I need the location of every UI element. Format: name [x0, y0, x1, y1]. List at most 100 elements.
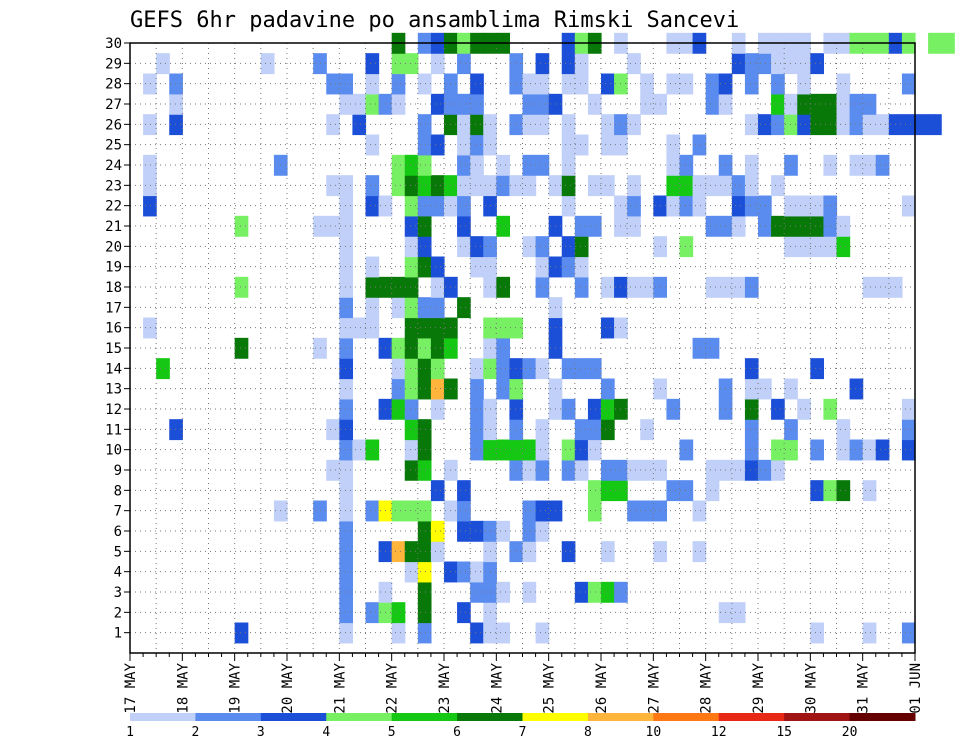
heatmap-cell [810, 93, 825, 115]
heatmap-cell [391, 358, 406, 380]
colorbar-swatch [260, 713, 327, 721]
heatmap-cell [430, 297, 445, 319]
heatmap-cell [535, 500, 550, 522]
heatmap-cell [522, 541, 537, 563]
heatmap-cell [574, 276, 589, 298]
y-tick-label: 13 [105, 382, 122, 398]
heatmap-cell [404, 337, 419, 359]
heatmap-cell [587, 215, 602, 237]
heatmap-cell [156, 358, 170, 380]
heatmap-cell [601, 114, 615, 136]
heatmap-cell [522, 500, 537, 522]
heatmap-cell [234, 622, 249, 644]
heatmap-cell [430, 378, 445, 400]
heatmap-cell [326, 175, 340, 197]
y-axis-ticks: 1234567891011121314151617181920212223242… [105, 36, 130, 642]
heatmap-cell [797, 114, 811, 136]
heatmap-cell [810, 53, 825, 75]
heatmap-cell [470, 419, 484, 441]
heatmap-cell [810, 114, 825, 136]
heatmap-cell [731, 53, 746, 75]
heatmap-cell [470, 561, 484, 583]
heatmap-cell [417, 541, 432, 563]
heatmap-cell [404, 500, 419, 522]
heatmap-cell [574, 134, 589, 156]
colorbar-swatch [849, 713, 916, 721]
heatmap-cell [404, 297, 419, 319]
colorbar-label: 2 [192, 725, 200, 740]
heatmap-cell [496, 175, 511, 197]
heatmap-cell [143, 73, 157, 95]
x-tick-label: 18 MAY [175, 662, 191, 713]
heatmap-cell [810, 439, 825, 461]
heatmap-cell [640, 93, 654, 115]
heatmap-cell [535, 236, 550, 258]
heatmap-cell [758, 459, 772, 481]
heatmap-cell [627, 459, 641, 481]
heatmap-cell [365, 297, 380, 319]
heatmap-cell [457, 297, 471, 319]
heatmap-cell [535, 276, 550, 298]
heatmap-cell [561, 154, 576, 176]
heatmap-cell [810, 215, 825, 237]
heatmap-cell [601, 541, 615, 563]
heatmap-cell [744, 114, 759, 136]
heatmap-cell [430, 358, 445, 380]
heatmap-cell [561, 541, 576, 563]
colorbar-swatch [522, 713, 589, 721]
y-tick-label: 17 [105, 300, 122, 316]
heatmap-cell [758, 195, 772, 217]
heatmap-cell [391, 93, 406, 115]
heatmap-cell [758, 53, 772, 75]
heatmap-cell [587, 439, 602, 461]
heatmap-cell [457, 154, 471, 176]
heatmap-cell [797, 195, 811, 217]
heatmap-cell [744, 73, 759, 95]
x-tick-label: 17 MAY [123, 662, 139, 713]
heatmap-cell [430, 480, 445, 502]
heatmap-cell [849, 93, 864, 115]
heatmap-cell [339, 561, 354, 583]
heatmap-cell [457, 480, 471, 502]
heatmap-cell [430, 256, 445, 278]
heatmap-cell [810, 480, 825, 502]
heatmap-cell [535, 439, 550, 461]
heatmap-cell [535, 154, 550, 176]
colorbar-label: 15 [776, 725, 792, 740]
heatmap-cell [339, 73, 354, 95]
heatmap-cell [522, 73, 537, 95]
heatmap-cell [561, 175, 576, 197]
heatmap-cell [430, 520, 445, 542]
heatmap-cell [496, 358, 511, 380]
colorbar-swatch [718, 713, 785, 721]
heatmap-cell [352, 317, 367, 339]
heatmap-cell [143, 114, 157, 136]
heatmap-cell [417, 154, 432, 176]
heatmap-cell [496, 581, 511, 603]
heatmap-cell [849, 114, 864, 136]
heatmap-cell [810, 358, 825, 380]
heatmap-cell [496, 439, 511, 461]
heatmap-cell [901, 622, 916, 644]
heatmap-cell [417, 561, 432, 583]
heatmap-cell [391, 500, 406, 522]
heatmap-cell [417, 317, 432, 339]
heatmap-cell [901, 195, 916, 217]
heatmap-cell [731, 195, 746, 217]
heatmap-cell [535, 419, 550, 441]
heatmap-cell [758, 378, 772, 400]
heatmap-cell [561, 114, 576, 136]
heatmap-cell [561, 459, 576, 481]
heatmap-cell [522, 236, 537, 258]
y-tick-label: 26 [105, 117, 122, 133]
heatmap-cell [404, 256, 419, 278]
heatmap-cell [587, 398, 602, 420]
heatmap-cell [574, 439, 589, 461]
heatmap-cell [574, 236, 589, 258]
heatmap-cell [404, 195, 419, 217]
colorbar-label: 6 [453, 725, 461, 740]
heatmap-cell [470, 256, 484, 278]
heatmap-cell [601, 175, 615, 197]
heatmap-cell [470, 622, 484, 644]
heatmap-cell [797, 236, 811, 258]
